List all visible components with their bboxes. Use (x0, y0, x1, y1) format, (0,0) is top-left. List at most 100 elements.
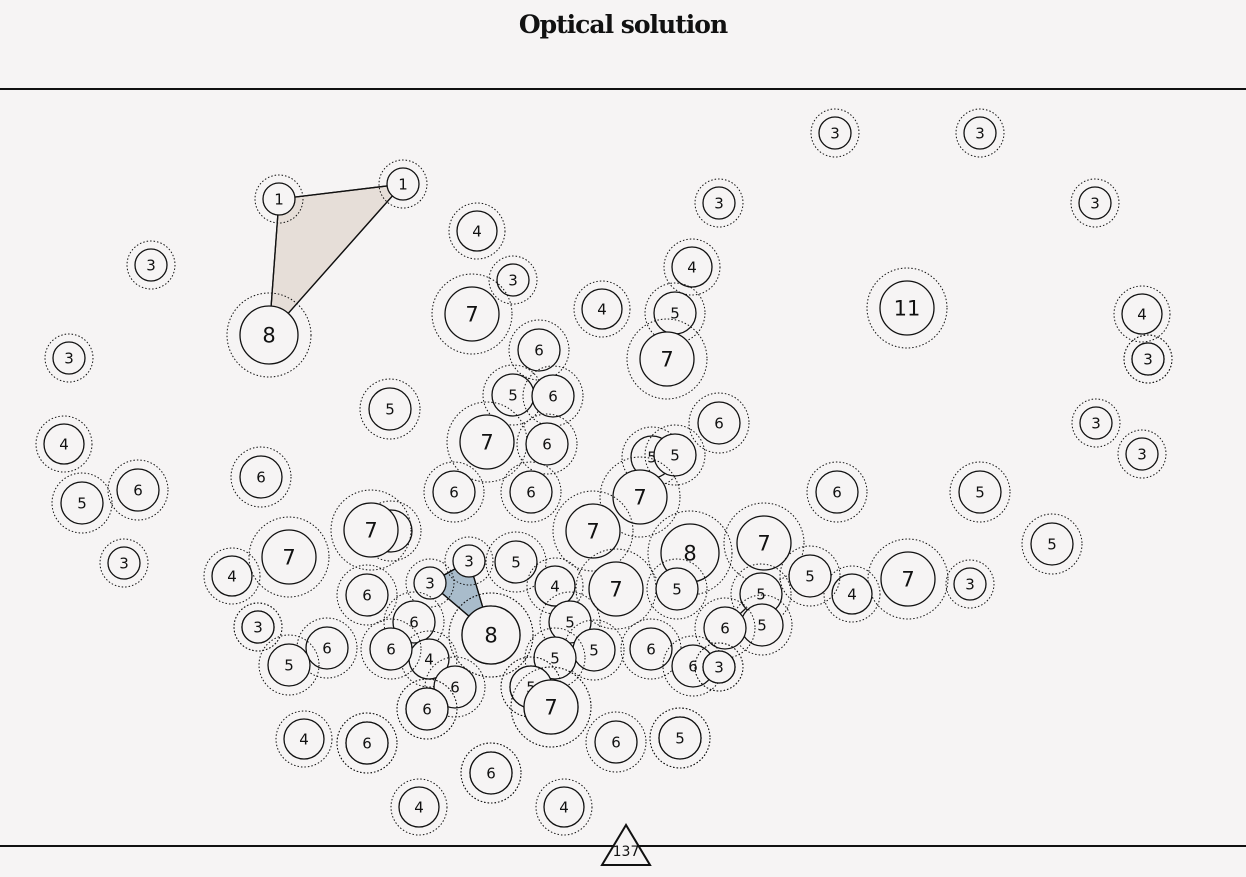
node-halo (510, 666, 592, 748)
node-halo (1071, 398, 1121, 448)
node-halo (423, 461, 485, 523)
node-label: 3 (64, 349, 74, 367)
node-halo (516, 413, 578, 475)
node-n45: 7 (552, 490, 634, 572)
node-n79: 4 (275, 710, 333, 768)
node-label: 7 (609, 578, 622, 602)
node-halo (539, 591, 601, 653)
node-halo (275, 710, 333, 768)
node-halo (359, 378, 421, 440)
node-circle (788, 554, 832, 598)
node-label: 7 (660, 348, 673, 372)
node-n44: 7 (330, 489, 412, 571)
node-n52: 4 (526, 557, 584, 615)
node-label: 8 (484, 624, 497, 648)
node-label: 6 (548, 387, 558, 405)
node-circle (261, 529, 317, 585)
node-circle (543, 786, 585, 828)
node-label: 6 (322, 639, 332, 657)
node-n29: 6 (516, 413, 578, 475)
node-label: 3 (975, 124, 985, 142)
node-circle (509, 470, 553, 514)
node-circle (239, 455, 283, 499)
node-label: 6 (688, 657, 698, 675)
node-circle (1121, 293, 1163, 335)
node-n93: 8 (448, 592, 534, 678)
node-halo (1021, 513, 1083, 575)
node-label: 5 (805, 567, 815, 585)
node-n11: 7 (431, 273, 513, 355)
node-circle (531, 374, 575, 418)
node-halo (233, 602, 283, 652)
node-circle (386, 167, 420, 201)
node-circle (461, 605, 521, 665)
node-label: 1 (274, 190, 284, 208)
node-halo (526, 557, 584, 615)
node-label: 5 (672, 580, 682, 598)
node-n72: 5 (258, 634, 320, 696)
node-halo (485, 531, 547, 593)
node-circle (405, 687, 449, 731)
node-circle (368, 387, 412, 431)
node-halo (330, 489, 412, 571)
node-label: 6 (646, 640, 656, 658)
node-circle (343, 502, 399, 558)
node-label: 4 (299, 730, 309, 748)
node-label: 6 (486, 764, 496, 782)
node-circle (444, 286, 500, 342)
node-n35: 6 (423, 461, 485, 523)
node-label: 3 (1091, 414, 1101, 432)
node-n58: 7 (867, 538, 949, 620)
node-label: 5 (975, 483, 985, 501)
node-halo (694, 597, 756, 659)
node-n27: 3 (1071, 398, 1121, 448)
node-halo (823, 565, 881, 623)
node-n8: 3 (126, 240, 176, 290)
connection-line (278, 183, 404, 200)
node-circle (345, 573, 389, 617)
node-label: 3 (425, 574, 435, 592)
node-halo (599, 456, 681, 538)
node-n74: 6 (694, 597, 756, 659)
node-label: 7 (364, 519, 377, 543)
connection-line (268, 183, 404, 336)
node-label: 6 (534, 341, 544, 359)
node-halo (663, 238, 721, 296)
node-circle (494, 540, 538, 584)
node-label: 5 (565, 613, 575, 631)
node-halo (644, 282, 706, 344)
node-circle (517, 328, 561, 372)
node-halo (336, 564, 398, 626)
node-circle (345, 721, 389, 765)
node-n2: 1 (378, 159, 428, 209)
node-n15: 7 (626, 318, 708, 400)
node-circle (703, 606, 747, 650)
node-halo (258, 634, 320, 696)
node-halo (405, 558, 455, 608)
node-circle (469, 751, 513, 795)
node-n6: 3 (694, 178, 744, 228)
node-n19: 4 (1113, 285, 1171, 343)
node-n92: 7 (510, 666, 592, 748)
node-label: 4 (424, 650, 434, 668)
node-halo (585, 711, 647, 773)
node-circle (1079, 406, 1113, 440)
node-halo (431, 273, 513, 355)
node-label: 5 (670, 446, 680, 464)
node-label: 3 (119, 554, 129, 572)
node-halo (730, 563, 792, 625)
node-n26: 4 (35, 415, 93, 473)
node-label: 3 (965, 575, 975, 593)
node-halo (488, 255, 538, 305)
node-circle (879, 280, 935, 336)
node-n57: 3 (945, 559, 995, 609)
node-n56: 3 (405, 558, 455, 608)
node-n68: 6 (360, 618, 422, 680)
node-label: 4 (59, 435, 69, 453)
node-circle (398, 786, 440, 828)
node-n3: 8 (226, 292, 312, 378)
node-n66: 6 (296, 617, 358, 679)
node-label: 5 (526, 678, 536, 696)
node-label: 7 (282, 546, 295, 570)
